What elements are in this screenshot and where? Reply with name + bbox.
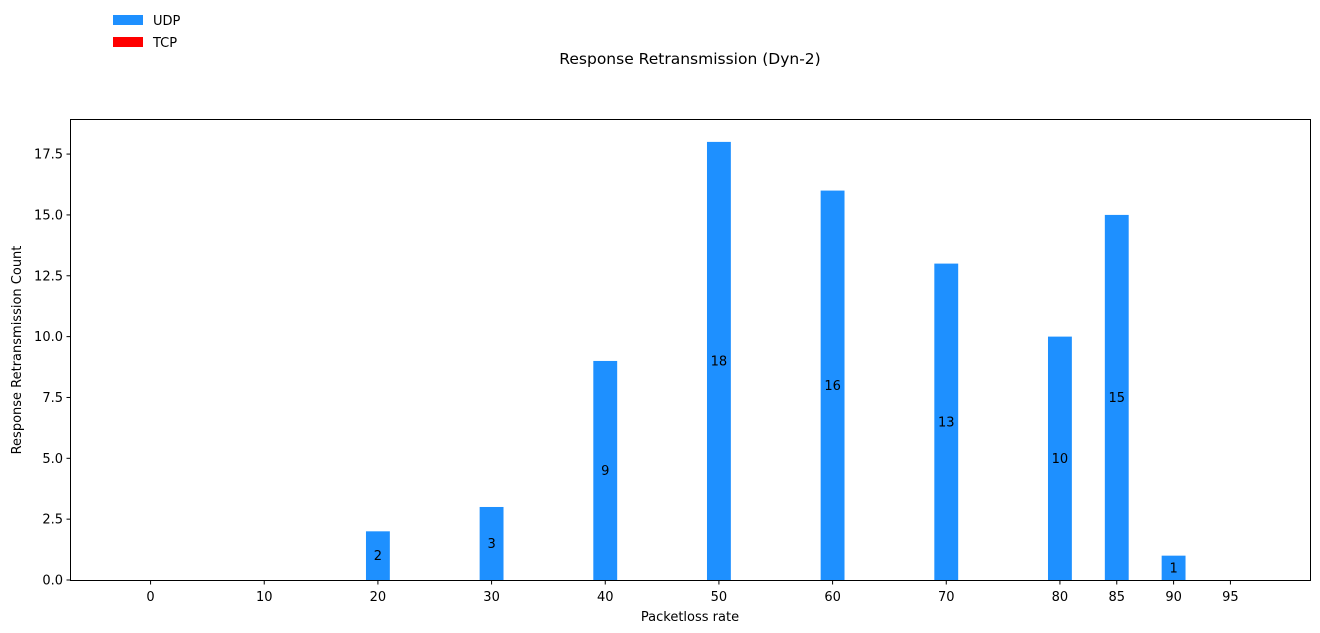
x-tick-label: 0: [146, 590, 154, 605]
legend: UDP TCP: [113, 14, 181, 51]
x-tick-label: 50: [711, 590, 728, 605]
y-tick-label: 2.5: [42, 513, 63, 528]
bar-labels: 2 3 9 18 16 13 10 15 1: [374, 354, 1178, 576]
bar-udp-40: [593, 360, 618, 580]
legend-label-tcp: TCP: [152, 36, 177, 51]
bar-udp-70: [934, 263, 959, 580]
plot-frame: [70, 119, 1311, 581]
bar-label-udp-70: 13: [938, 415, 955, 430]
x-tick-label: 90: [1165, 590, 1182, 605]
bar-label-udp-80: 10: [1052, 452, 1069, 467]
x-tick-label: 95: [1222, 590, 1239, 605]
x-tick-label: 70: [938, 590, 955, 605]
bar-label-udp-90: 1: [1169, 561, 1177, 576]
bar-label-udp-50: 18: [711, 354, 728, 369]
y-tick-label: 7.5: [42, 391, 63, 406]
bars: [365, 141, 1186, 581]
bar-udp-85: [1104, 214, 1129, 581]
x-tick-label: 85: [1108, 590, 1125, 605]
y-tick-label: 10.0: [34, 330, 63, 345]
chart-title: Response Retransmission (Dyn-2): [559, 50, 820, 68]
x-axis: 0 10 20 30 40 50 60 70 80 85 90 95: [146, 580, 1239, 605]
bar-udp-50: [706, 141, 731, 580]
y-axis-label: Response Retransmission Count: [10, 246, 25, 455]
bar-udp-80: [1047, 336, 1072, 580]
y-axis: 0.0 2.5 5.0 7.5 10.0 12.5 15.0 17.5: [34, 148, 71, 589]
bar-label-udp-40: 9: [601, 464, 609, 479]
y-tick-label: 0.0: [42, 574, 63, 589]
legend-swatch-tcp: [113, 37, 143, 47]
y-tick-label: 12.5: [34, 269, 63, 284]
bar-udp-60: [820, 190, 845, 580]
bar-udp-20: [365, 531, 390, 580]
x-axis-label: Packetloss rate: [641, 610, 739, 625]
y-tick-label: 5.0: [42, 452, 63, 467]
bar-udp-90: [1161, 555, 1186, 580]
x-tick-label: 40: [597, 590, 614, 605]
y-tick-label: 17.5: [34, 148, 63, 163]
legend-swatch-udp: [113, 15, 143, 25]
x-tick-label: 20: [370, 590, 387, 605]
x-tick-label: 80: [1052, 590, 1069, 605]
bar-label-udp-20: 2: [374, 549, 382, 564]
x-tick-label: 10: [256, 590, 273, 605]
bar-label-udp-60: 16: [824, 379, 841, 394]
x-tick-label: 60: [824, 590, 841, 605]
legend-label-udp: UDP: [153, 14, 181, 29]
x-tick-label: 30: [483, 590, 500, 605]
bar-label-udp-30: 3: [487, 537, 495, 552]
bar-label-udp-85: 15: [1108, 391, 1125, 406]
y-tick-label: 15.0: [34, 208, 63, 223]
bar-udp-30: [479, 506, 504, 580]
